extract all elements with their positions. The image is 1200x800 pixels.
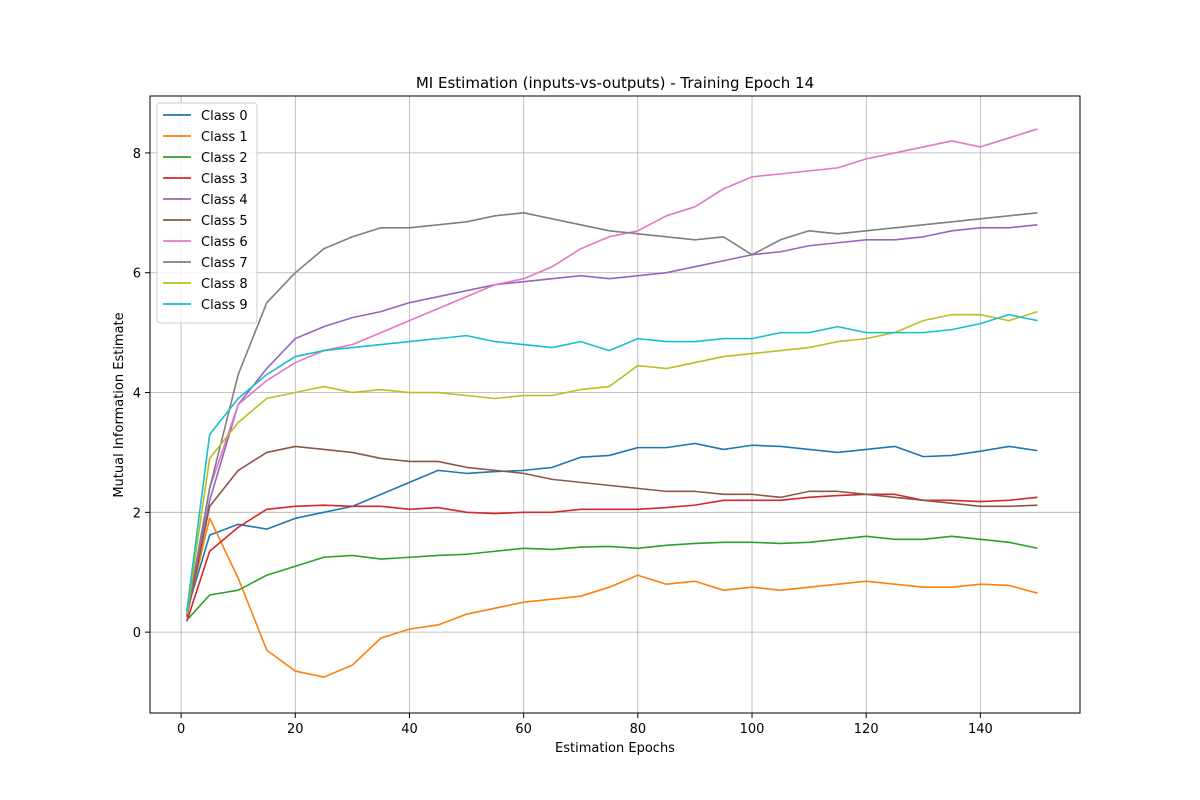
x-tick-label: 100 [740,722,765,737]
series-line-class-3 [186,493,1038,622]
legend-label-class-5: Class 5 [201,214,248,229]
x-tick-label: 60 [515,722,532,737]
grid-lines [150,96,1080,713]
legend-box [156,102,258,324]
legend-label-class-7: Class 7 [201,256,248,271]
legend-label-class-9: Class 9 [201,298,248,313]
legend-label-class-4: Class 4 [201,193,248,208]
y-tick-label: 6 [133,267,141,282]
series-line-class-7 [186,212,1038,616]
series-line-class-5 [186,445,1038,618]
legend-label-class-8: Class 8 [201,277,248,292]
y-axis-title: Mutual Information Estimate [112,312,127,497]
x-tick-label: 80 [630,722,647,737]
legend-label-class-1: Class 1 [201,130,248,145]
legend-label-class-0: Class 0 [201,109,248,124]
y-tick-label: 0 [133,626,141,641]
series-line-class-4 [186,223,1038,615]
x-tick-label: 0 [177,722,185,737]
legend-label-class-3: Class 3 [201,172,248,187]
plot-area-frame [149,95,1081,714]
axis-ticks: 0 20 40 60 80 100 120 140 0 2 4 6 8 [133,147,993,737]
series-line-class-0 [186,442,1038,612]
x-axis-title: Estimation Epochs [555,741,675,756]
series-line-class-1 [186,517,1038,678]
series-line-class-9 [186,313,1038,612]
y-tick-label: 4 [133,387,141,402]
x-tick-label: 120 [854,722,879,737]
series-lines [186,128,1038,678]
series-line-class-2 [186,535,1038,621]
chart-title: MI Estimation (inputs-vs-outputs) - Trai… [416,74,814,92]
legend-label-class-6: Class 6 [201,235,248,250]
y-tick-label: 8 [133,147,141,162]
y-tick-label: 2 [133,506,141,521]
x-tick-label: 140 [968,722,993,737]
x-tick-label: 40 [401,722,418,737]
legend-label-class-2: Class 2 [201,151,248,166]
x-tick-label: 20 [287,722,304,737]
legend: Class 0 Class 1 Class 2 Class 3 Class 4 Class… [156,102,258,324]
